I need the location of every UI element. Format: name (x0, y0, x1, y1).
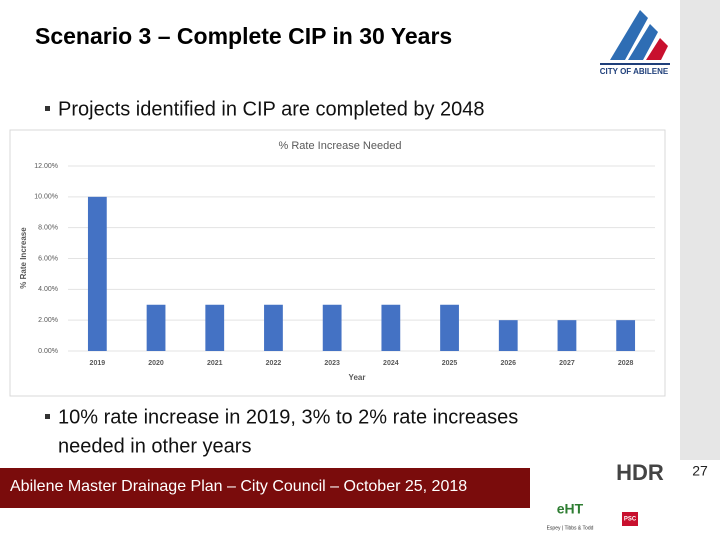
y-tick-label: 0.00% (38, 348, 58, 355)
bar (440, 304, 459, 351)
bullet-text: needed in other years (58, 435, 251, 457)
slide-title: Scenario 3 – Complete CIP in 30 Years (35, 23, 452, 49)
chart-frame (9, 129, 666, 397)
bar (87, 196, 107, 351)
x-tick-label: 2021 (207, 360, 223, 367)
y-tick-label: 10.00% (34, 194, 58, 201)
footer-text: Abilene Master Drainage Plan – City Coun… (10, 478, 467, 495)
side-strip (680, 0, 720, 460)
x-tick-label: 2024 (383, 360, 399, 367)
bullet-text: 10% rate increase in 2019, 3% to 2% rate… (58, 406, 518, 428)
chart: % Rate Increase Needed Year % Rate Incre… (19, 140, 655, 382)
x-axis-label: Year (349, 373, 366, 382)
x-tick-label: 2025 (442, 360, 458, 367)
eht-logo: eHT (557, 501, 584, 517)
x-tick-label: 2028 (618, 360, 634, 367)
bar (146, 304, 166, 351)
y-axis-label: % Rate Increase (19, 227, 28, 289)
x-tick-label: 2019 (90, 360, 106, 367)
y-tick-label: 2.00% (38, 317, 58, 324)
bullet-text: Projects identified in CIP are completed… (58, 98, 485, 120)
x-tick-label: 2022 (266, 360, 282, 367)
page-number: 27 (692, 463, 708, 479)
bar (616, 320, 636, 351)
x-tick-label: 2026 (500, 360, 516, 367)
psc-logo-box (622, 512, 638, 526)
bar (322, 304, 342, 351)
bar (205, 304, 225, 351)
bar (264, 304, 283, 351)
hdr-logo: HDR (616, 460, 664, 485)
y-tick-label: 12.00% (34, 163, 58, 170)
x-tick-label: 2020 (148, 360, 164, 367)
chart-title: % Rate Increase Needed (279, 140, 402, 152)
x-tick-label: 2027 (559, 360, 575, 367)
bullet (45, 106, 50, 111)
footer-bar (0, 468, 530, 508)
psc-logo: PSC (624, 517, 637, 523)
bullet (45, 414, 50, 419)
bar (498, 320, 518, 351)
y-tick-label: 8.00% (38, 225, 58, 232)
bar (557, 320, 577, 351)
y-tick-label: 6.00% (38, 255, 58, 262)
city-logo: CITY OF ABILENE (600, 10, 670, 76)
eht-logo-text: Espey | Tibbs & Todd (547, 525, 594, 531)
logo-text: CITY OF ABILENE (600, 67, 669, 76)
x-tick-label: 2023 (324, 360, 340, 367)
bar (381, 304, 401, 351)
y-tick-label: 4.00% (38, 286, 58, 293)
